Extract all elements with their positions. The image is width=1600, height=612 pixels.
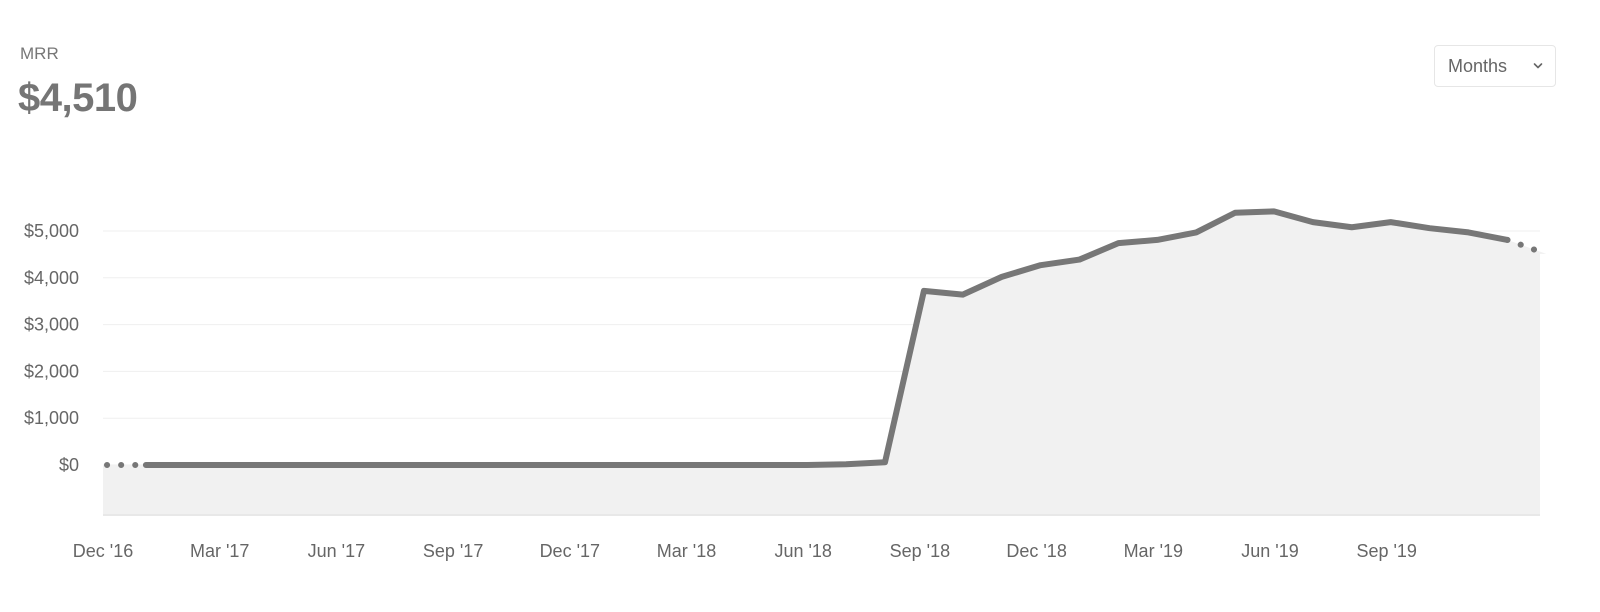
x-tick-label: Dec '18 (1006, 541, 1066, 561)
y-tick-label: $3,000 (24, 315, 79, 335)
series-line (142, 208, 1511, 468)
y-tick-label: $0 (59, 455, 79, 475)
x-tick-label: Mar '17 (190, 541, 249, 561)
metric-value: $4,510 (18, 76, 138, 120)
y-axis-labels: $0 $1,000 $2,000 $3,000 $4,000 $5,000 (24, 221, 79, 475)
x-tick-label: Sep '19 (1356, 541, 1417, 561)
chart-area-layer (103, 211, 1547, 516)
x-tick-label: Mar '19 (1124, 541, 1183, 561)
x-tick-label: Sep '17 (423, 541, 484, 561)
x-tick-label: Mar '18 (657, 541, 716, 561)
period-dropdown[interactable]: Months (1434, 45, 1556, 87)
x-tick-label: Jun '18 (774, 541, 831, 561)
x-tick-label: Dec '16 (73, 541, 133, 561)
y-tick-label: $4,000 (24, 268, 79, 288)
metric-label: MRR (20, 44, 59, 63)
y-tick-label: $2,000 (24, 361, 79, 381)
area-fill (103, 211, 1547, 515)
chevron-down-icon (1533, 63, 1543, 69)
x-tick-label: Jun '17 (308, 541, 365, 561)
y-tick-label: $5,000 (24, 221, 79, 241)
x-tick-label: Dec '17 (540, 541, 600, 561)
x-tick-label: Sep '18 (890, 541, 951, 561)
y-tick-label: $1,000 (24, 408, 79, 428)
chart-line-layer (104, 208, 1550, 468)
x-tick-label: Jun '19 (1241, 541, 1298, 561)
period-dropdown-value: Months (1448, 55, 1508, 76)
x-axis-labels: Dec '16 Mar '17 Jun '17 Sep '17 Dec '17 Mar '… (73, 541, 1417, 561)
